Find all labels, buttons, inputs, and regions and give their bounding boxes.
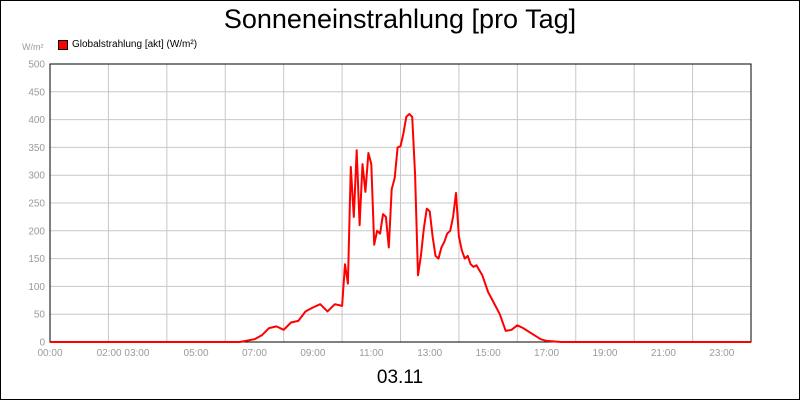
y-unit-label: W/m²: [22, 42, 44, 52]
x-tick-label: 00:00: [37, 348, 62, 359]
x-tick-label: 02:00 03:00: [97, 348, 150, 359]
y-tick-label: 250: [28, 199, 45, 210]
legend-swatch: [58, 39, 68, 50]
x-tick-label: 23:00: [709, 348, 734, 359]
y-tick-label: 50: [34, 310, 46, 321]
chart-title: Sonneneinstrahlung [pro Tag]: [223, 4, 577, 34]
x-tick-label: 21:00: [651, 348, 676, 359]
y-tick-label: 200: [28, 226, 45, 237]
y-tick-label: 0: [39, 338, 45, 349]
y-tick-label: 450: [28, 87, 45, 98]
y-tick-label: 100: [28, 282, 45, 293]
series-line: [50, 113, 751, 343]
legend-label: Globalstrahlung [akt] (W/m²): [72, 39, 198, 50]
y-tick-label: 400: [28, 115, 45, 126]
y-tick-label: 300: [28, 171, 45, 182]
legend: Globalstrahlung [akt] (W/m²): [58, 39, 197, 50]
y-tick-label: 150: [28, 254, 45, 265]
date-label: 03.11: [376, 367, 424, 388]
y-tick-label: 350: [28, 143, 45, 154]
y-tick-label: 500: [28, 60, 45, 71]
x-tick-label: 17:00: [534, 348, 559, 359]
x-tick-label: 11:00: [359, 348, 384, 359]
x-tick-label: 19:00: [592, 348, 617, 359]
x-tick-label: 15:00: [476, 348, 501, 359]
x-tick-label: 09:00: [300, 348, 325, 359]
x-tick-label: 07:00: [242, 348, 267, 359]
x-tick-label: 13:00: [417, 348, 442, 359]
x-tick-label: 05:00: [184, 348, 209, 359]
plot-border: [49, 63, 752, 343]
